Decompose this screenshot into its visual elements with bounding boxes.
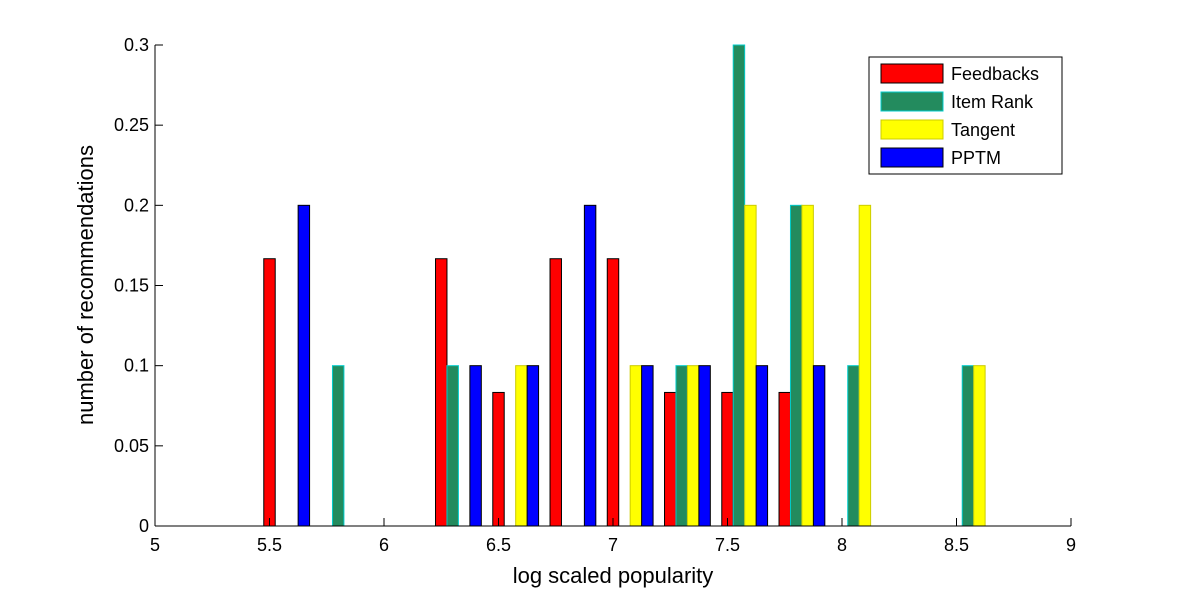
legend-swatch-item-rank bbox=[880, 91, 944, 112]
legend-label: PPTM bbox=[951, 148, 1001, 168]
bar-tangent bbox=[629, 365, 643, 527]
y-tick-label: 0.3 bbox=[124, 35, 149, 55]
y-axis-label: number of recommendations bbox=[73, 145, 98, 425]
bar-feedbacks bbox=[263, 258, 276, 527]
bar-tangent bbox=[686, 365, 700, 527]
x-tick-labels: 5 5.5 6 6.5 7 7.5 8 8.5 9 bbox=[150, 535, 1076, 555]
bar-tangent bbox=[801, 204, 814, 527]
x-tick-label: 9 bbox=[1066, 535, 1076, 555]
bar-feedbacks bbox=[778, 391, 791, 527]
bar-item-rank bbox=[961, 365, 975, 527]
legend-label: Item Rank bbox=[951, 92, 1034, 112]
bar-item-rank bbox=[446, 365, 459, 527]
x-tick-label: 8.5 bbox=[944, 535, 969, 555]
bar-tangent bbox=[858, 204, 872, 527]
bar-pptm bbox=[469, 365, 482, 527]
y-tick-label: 0.1 bbox=[124, 356, 149, 376]
y-tick-label: 0.2 bbox=[124, 195, 149, 215]
bar-item-rank bbox=[847, 365, 860, 527]
bar-item-rank bbox=[675, 365, 688, 527]
bar-pptm bbox=[526, 365, 540, 527]
bar-feedbacks bbox=[549, 258, 562, 527]
bar-tangent bbox=[973, 365, 986, 527]
x-tick-label: 5.5 bbox=[257, 535, 282, 555]
bar-tangent bbox=[515, 365, 528, 527]
bar-pptm bbox=[812, 365, 826, 527]
y-tick-label: 0 bbox=[139, 516, 149, 536]
legend-label: Feedbacks bbox=[951, 64, 1039, 84]
y-tick-label: 0.05 bbox=[114, 436, 149, 456]
bar-tangent bbox=[744, 204, 757, 527]
legend: Feedbacks Item Rank Tangent PPTM bbox=[868, 56, 1063, 175]
bar-feedbacks bbox=[606, 258, 620, 527]
legend-swatch-tangent bbox=[880, 119, 944, 140]
bar-item-rank bbox=[789, 204, 803, 527]
legend-swatch-pptm bbox=[880, 147, 944, 168]
y-tick-label: 0.15 bbox=[114, 276, 149, 296]
x-tick-label: 5 bbox=[150, 535, 160, 555]
bar-feedbacks bbox=[664, 391, 677, 527]
y-tick-labels: 0 0.05 0.1 0.15 0.2 0.25 0.3 bbox=[114, 35, 149, 536]
bar-item-rank bbox=[732, 44, 746, 527]
x-tick-label: 6.5 bbox=[486, 535, 511, 555]
bar-pptm bbox=[297, 204, 311, 527]
legend-label: Tangent bbox=[951, 120, 1015, 140]
legend-swatch-feedbacks bbox=[880, 63, 944, 84]
bar-pptm bbox=[755, 365, 769, 527]
bar-pptm bbox=[583, 204, 597, 527]
x-tick-label: 7 bbox=[608, 535, 618, 555]
bar-feedbacks bbox=[721, 391, 734, 527]
y-tick-label: 0.25 bbox=[114, 115, 149, 135]
x-axis-label: log scaled popularity bbox=[513, 563, 714, 588]
bar-pptm bbox=[698, 365, 711, 527]
bar-pptm bbox=[641, 365, 654, 527]
bar-feedbacks bbox=[435, 258, 448, 527]
axes-group bbox=[154, 44, 1072, 527]
bar-item-rank bbox=[331, 365, 345, 527]
x-tick-label: 8 bbox=[837, 535, 847, 555]
x-tick-label: 7.5 bbox=[715, 535, 740, 555]
x-tick-label: 6 bbox=[379, 535, 389, 555]
bar-feedbacks bbox=[492, 391, 505, 527]
